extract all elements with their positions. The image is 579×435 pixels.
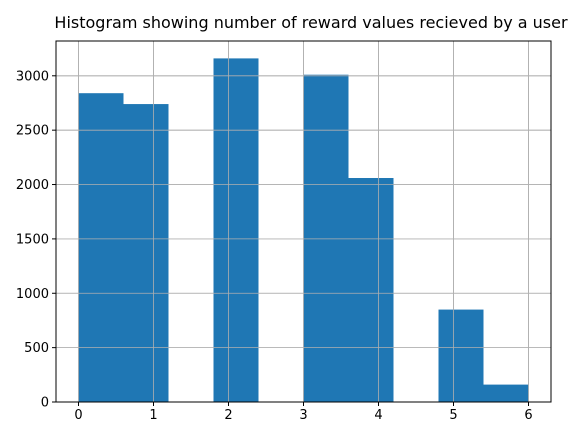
x-tick-label: 3 <box>299 408 307 423</box>
y-tick-label: 2500 <box>16 124 49 139</box>
x-tick-label: 1 <box>149 408 157 423</box>
chart-title: Histogram showing number of reward value… <box>54 13 568 32</box>
y-tick-label: 0 <box>41 396 49 411</box>
y-tick-label: 1000 <box>16 287 49 302</box>
grid-overlay <box>56 41 551 403</box>
histogram-bar <box>213 58 259 403</box>
histogram-bar <box>438 309 484 402</box>
y-tick-label: 1500 <box>16 232 49 247</box>
y-tick-label: 3000 <box>16 69 49 84</box>
histogram-bar <box>483 384 529 402</box>
y-tick-label: 2000 <box>16 178 49 193</box>
bars-layer <box>56 41 551 403</box>
x-tick-label: 0 <box>74 408 82 423</box>
y-axis: 0 500 1000 1500 2000 2500 3000 <box>16 69 56 411</box>
x-tick-label: 5 <box>449 408 457 423</box>
x-tick-label: 2 <box>224 408 232 423</box>
x-tick-label: 6 <box>524 408 532 423</box>
x-tick-label: 4 <box>374 408 382 423</box>
histogram-bar <box>348 178 394 402</box>
histogram-bar <box>78 93 124 402</box>
y-tick-label: 500 <box>24 341 49 356</box>
histogram-bar <box>123 104 169 403</box>
x-axis: 0 1 2 3 4 5 6 <box>74 402 533 423</box>
histogram-bar <box>303 74 349 403</box>
